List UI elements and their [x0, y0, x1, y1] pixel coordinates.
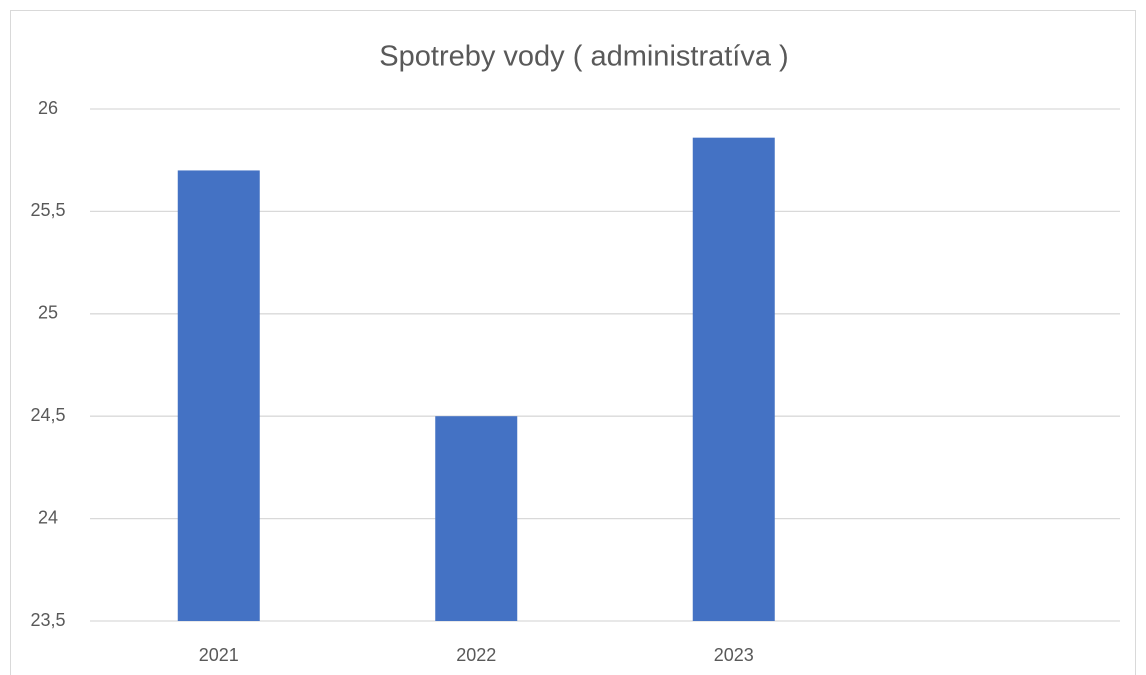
- y-tick-label: 26: [38, 98, 58, 118]
- y-tick-label: 25: [38, 303, 58, 323]
- chart-title: Spotreby vody ( administratíva ): [379, 41, 788, 73]
- bar: [435, 416, 518, 621]
- bar: [177, 170, 260, 621]
- x-tick-label: 2023: [714, 645, 754, 665]
- y-tick-label: 25,5: [30, 200, 65, 220]
- y-tick-label: 23,5: [30, 610, 65, 630]
- x-tick-label: 2021: [199, 645, 239, 665]
- y-tick-label: 24: [38, 507, 58, 527]
- x-tick-label: 2022: [456, 645, 496, 665]
- y-tick-label: 24,5: [30, 405, 65, 425]
- bar: [692, 137, 775, 621]
